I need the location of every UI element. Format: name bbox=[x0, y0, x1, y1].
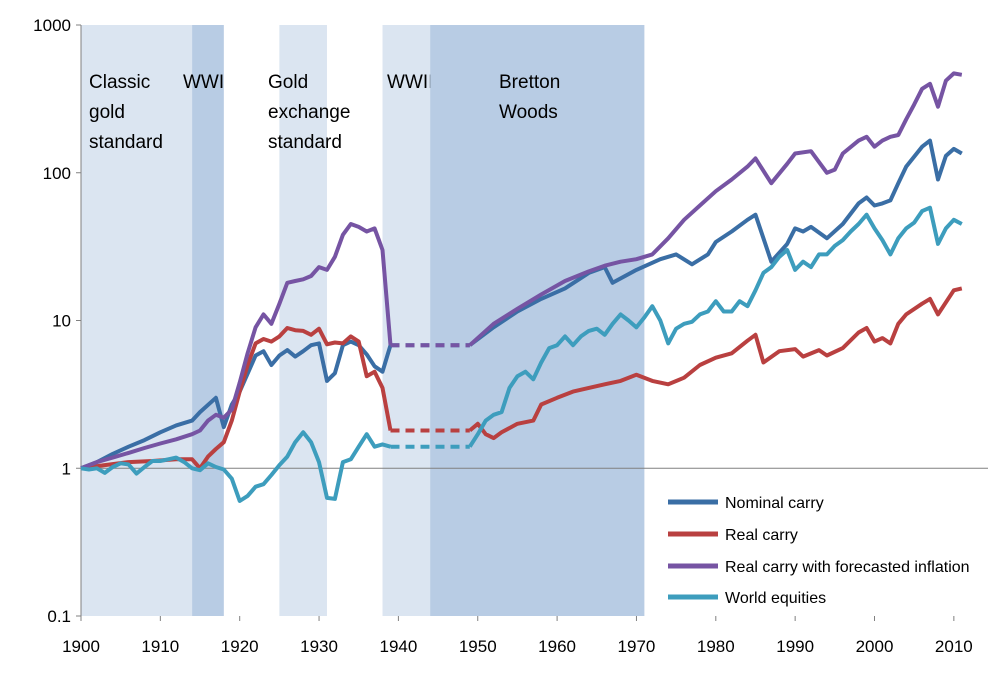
legend-label-real-carry-with-forecasted-inflation: Real carry with forecasted inflation bbox=[725, 559, 970, 576]
era-label: exchange bbox=[268, 102, 350, 123]
era-bands: Classic gold standard WWI Gold exchange standa… bbox=[81, 25, 645, 616]
y-tick-label: 1 bbox=[62, 459, 71, 478]
era-band bbox=[382, 25, 431, 616]
series-lines bbox=[80, 71, 963, 503]
nominal-carry-line bbox=[80, 339, 393, 471]
y-tick-label: 100 bbox=[43, 164, 71, 183]
era-label: Bretton bbox=[499, 72, 560, 93]
x-tick-label: 1990 bbox=[776, 637, 814, 656]
era-label: gold bbox=[89, 102, 125, 123]
x-tick-label: 1970 bbox=[618, 637, 656, 656]
x-tick-label: 2010 bbox=[935, 637, 973, 656]
real-carry-line bbox=[80, 326, 393, 471]
x-tick-label: 1920 bbox=[221, 637, 259, 656]
era-band bbox=[192, 25, 224, 616]
x-tick-label: 1910 bbox=[141, 637, 179, 656]
x-tick-label: 1930 bbox=[300, 637, 338, 656]
world-equities-line bbox=[468, 205, 963, 448]
x-tick-label: 1950 bbox=[459, 637, 497, 656]
real-carry-with-forecasted-inflation-line bbox=[468, 71, 963, 347]
y-tick-label: 1000 bbox=[33, 16, 71, 35]
legend-label-world-equities: World equities bbox=[725, 590, 826, 607]
real-carry-line bbox=[468, 286, 963, 441]
x-tick-label: 1900 bbox=[62, 637, 100, 656]
y-tick-label: 0.1 bbox=[47, 607, 71, 626]
era-label: Classic bbox=[89, 72, 150, 93]
era-label: Gold bbox=[268, 72, 308, 93]
era-band bbox=[81, 25, 193, 616]
era-band bbox=[279, 25, 327, 616]
era-label: standard bbox=[89, 132, 163, 153]
era-label: WWII bbox=[387, 72, 433, 93]
era-band bbox=[430, 25, 645, 616]
x-tick-label: 1980 bbox=[697, 637, 735, 656]
x-tick-label: 1960 bbox=[538, 637, 576, 656]
legend-label-real-carry: Real carry bbox=[725, 527, 798, 544]
era-label: standard bbox=[268, 132, 342, 153]
axes: 0.1 1 10 100 1000 1900 1910 1920 1930 1940 1950 196… bbox=[33, 16, 988, 656]
legend: Nominal carry Real carry Real carry with f… bbox=[668, 495, 970, 607]
world-equities-line bbox=[80, 430, 392, 503]
y-tick-label: 10 bbox=[52, 312, 71, 331]
era-label: Woods bbox=[499, 102, 558, 123]
x-tick-label: 2000 bbox=[856, 637, 894, 656]
era-label: WWI bbox=[183, 72, 224, 93]
x-tick-label: 1940 bbox=[379, 637, 417, 656]
real-carry-with-forecasted-inflation-line bbox=[80, 222, 393, 471]
legend-label-nominal-carry: Nominal carry bbox=[725, 495, 824, 512]
